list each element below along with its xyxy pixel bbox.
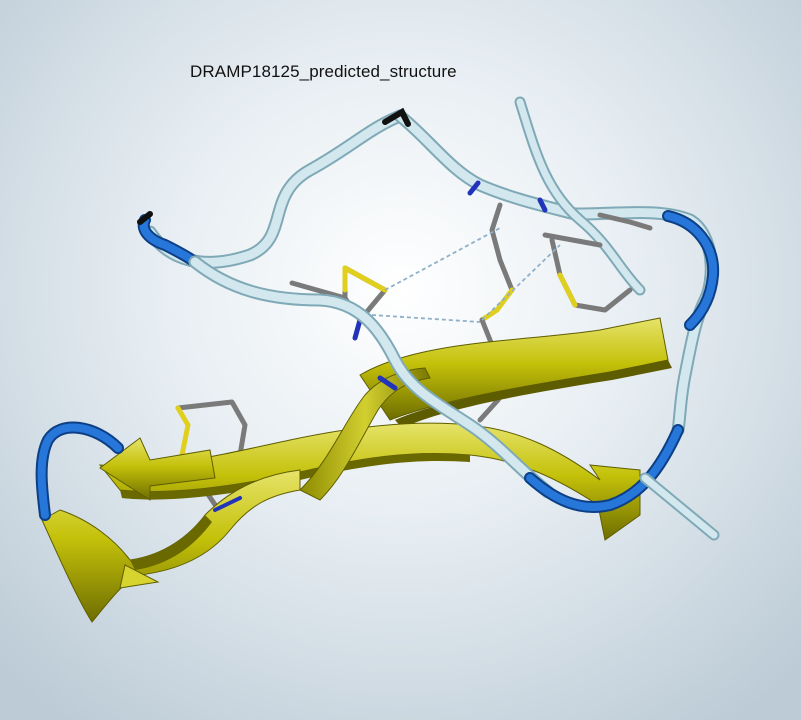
coil-upper-loop [137,107,582,269]
structure-title: DRAMP18125_predicted_structure [190,62,457,81]
beta-sheet [41,317,672,623]
hydrogen-bonds [371,227,561,323]
coil-front [35,180,720,541]
coil-right [514,96,720,437]
